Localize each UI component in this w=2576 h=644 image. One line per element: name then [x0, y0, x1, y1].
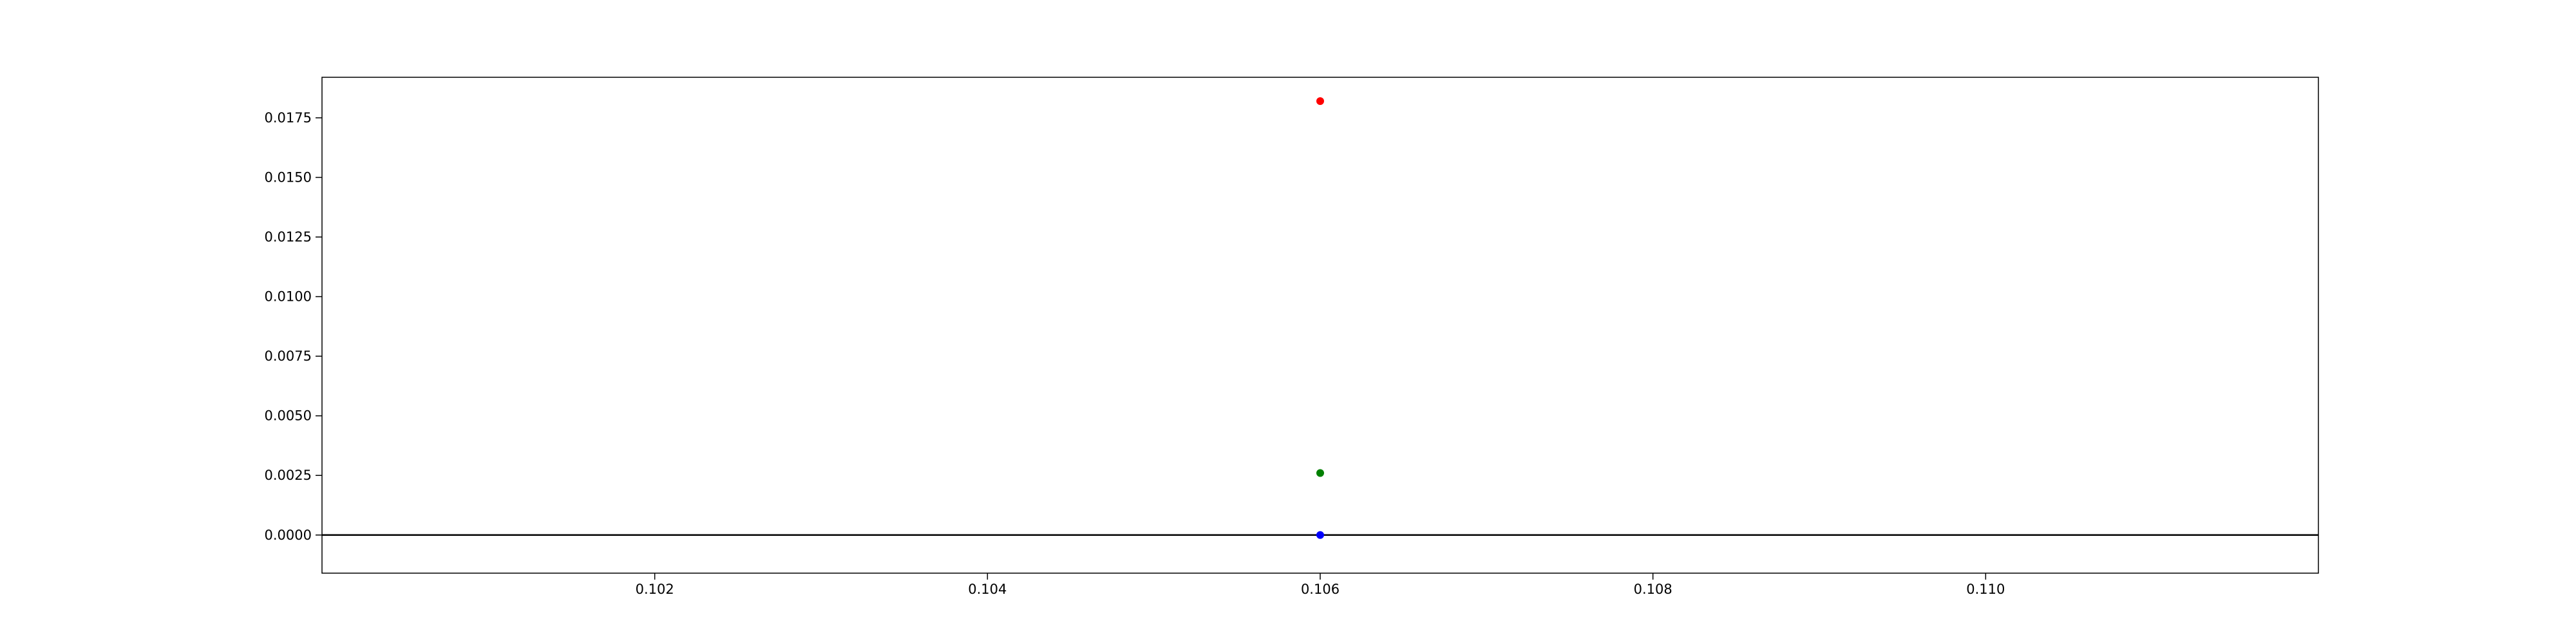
- y-tick-label: 0.0175: [265, 110, 312, 126]
- x-tick-label: 0.104: [968, 582, 1007, 597]
- plot-frame: [321, 77, 2319, 574]
- data-point: [1316, 531, 1324, 539]
- plot-area: [322, 77, 2318, 573]
- x-tick-label: 0.106: [1301, 582, 1340, 597]
- y-tick-label: 0.0050: [265, 408, 312, 424]
- y-tick-label: 0.0150: [265, 169, 312, 185]
- y-tick-label: 0.0100: [265, 289, 312, 305]
- x-axis-ticks: 0.102 0.104 0.106 0.108 0.110: [636, 573, 2005, 597]
- data-points: [1316, 97, 1324, 539]
- y-tick-label: 0.0000: [265, 527, 312, 543]
- y-tick-label: 0.0025: [265, 468, 312, 483]
- y-tick-label: 0.0125: [265, 229, 312, 245]
- y-axis-ticks: 0.0000 0.0025 0.0050 0.0075 0.0100 0.0125 0.01…: [265, 110, 322, 543]
- x-tick-label: 0.110: [1966, 582, 2005, 597]
- x-tick-label: 0.102: [636, 582, 674, 597]
- data-point: [1316, 469, 1324, 477]
- data-point: [1316, 97, 1324, 106]
- y-tick-label: 0.0075: [265, 348, 312, 364]
- x-tick-label: 0.108: [1634, 582, 1672, 597]
